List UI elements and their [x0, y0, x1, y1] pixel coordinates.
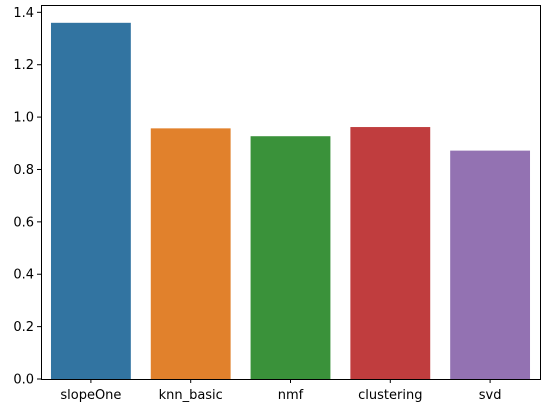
y-tick-label: 0.4: [13, 268, 34, 283]
y-tick-label: 0.6: [13, 215, 34, 230]
x-tick-label-slopeOne: slopeOne: [60, 388, 121, 403]
x-axis: slopeOne knn_basic nmf clustering svd: [60, 379, 501, 403]
y-tick-label: 1.0: [13, 111, 34, 126]
bar-knn_basic: [150, 128, 231, 379]
bar-nmf: [250, 136, 331, 379]
y-tick-label: 1.2: [13, 58, 34, 73]
bar-clustering: [350, 127, 431, 379]
y-tick-label: 0.0: [13, 373, 34, 388]
y-tick-label: 1.4: [13, 6, 34, 21]
x-tick-label-nmf: nmf: [278, 388, 304, 403]
y-tick-label: 0.2: [13, 320, 34, 335]
bars-group: [50, 22, 531, 380]
bar-svd: [450, 150, 531, 379]
x-tick-label-svd: svd: [479, 388, 502, 403]
y-tick-label: 0.8: [13, 163, 34, 178]
x-tick-label-clustering: clustering: [358, 388, 422, 403]
x-tick-label-knn_basic: knn_basic: [159, 388, 223, 403]
y-axis: 0.0 0.2 0.4 0.6 0.8 1.0 1.2 1.4: [13, 6, 41, 388]
bar-slopeOne: [50, 22, 131, 380]
plot-frame: [41, 5, 541, 380]
